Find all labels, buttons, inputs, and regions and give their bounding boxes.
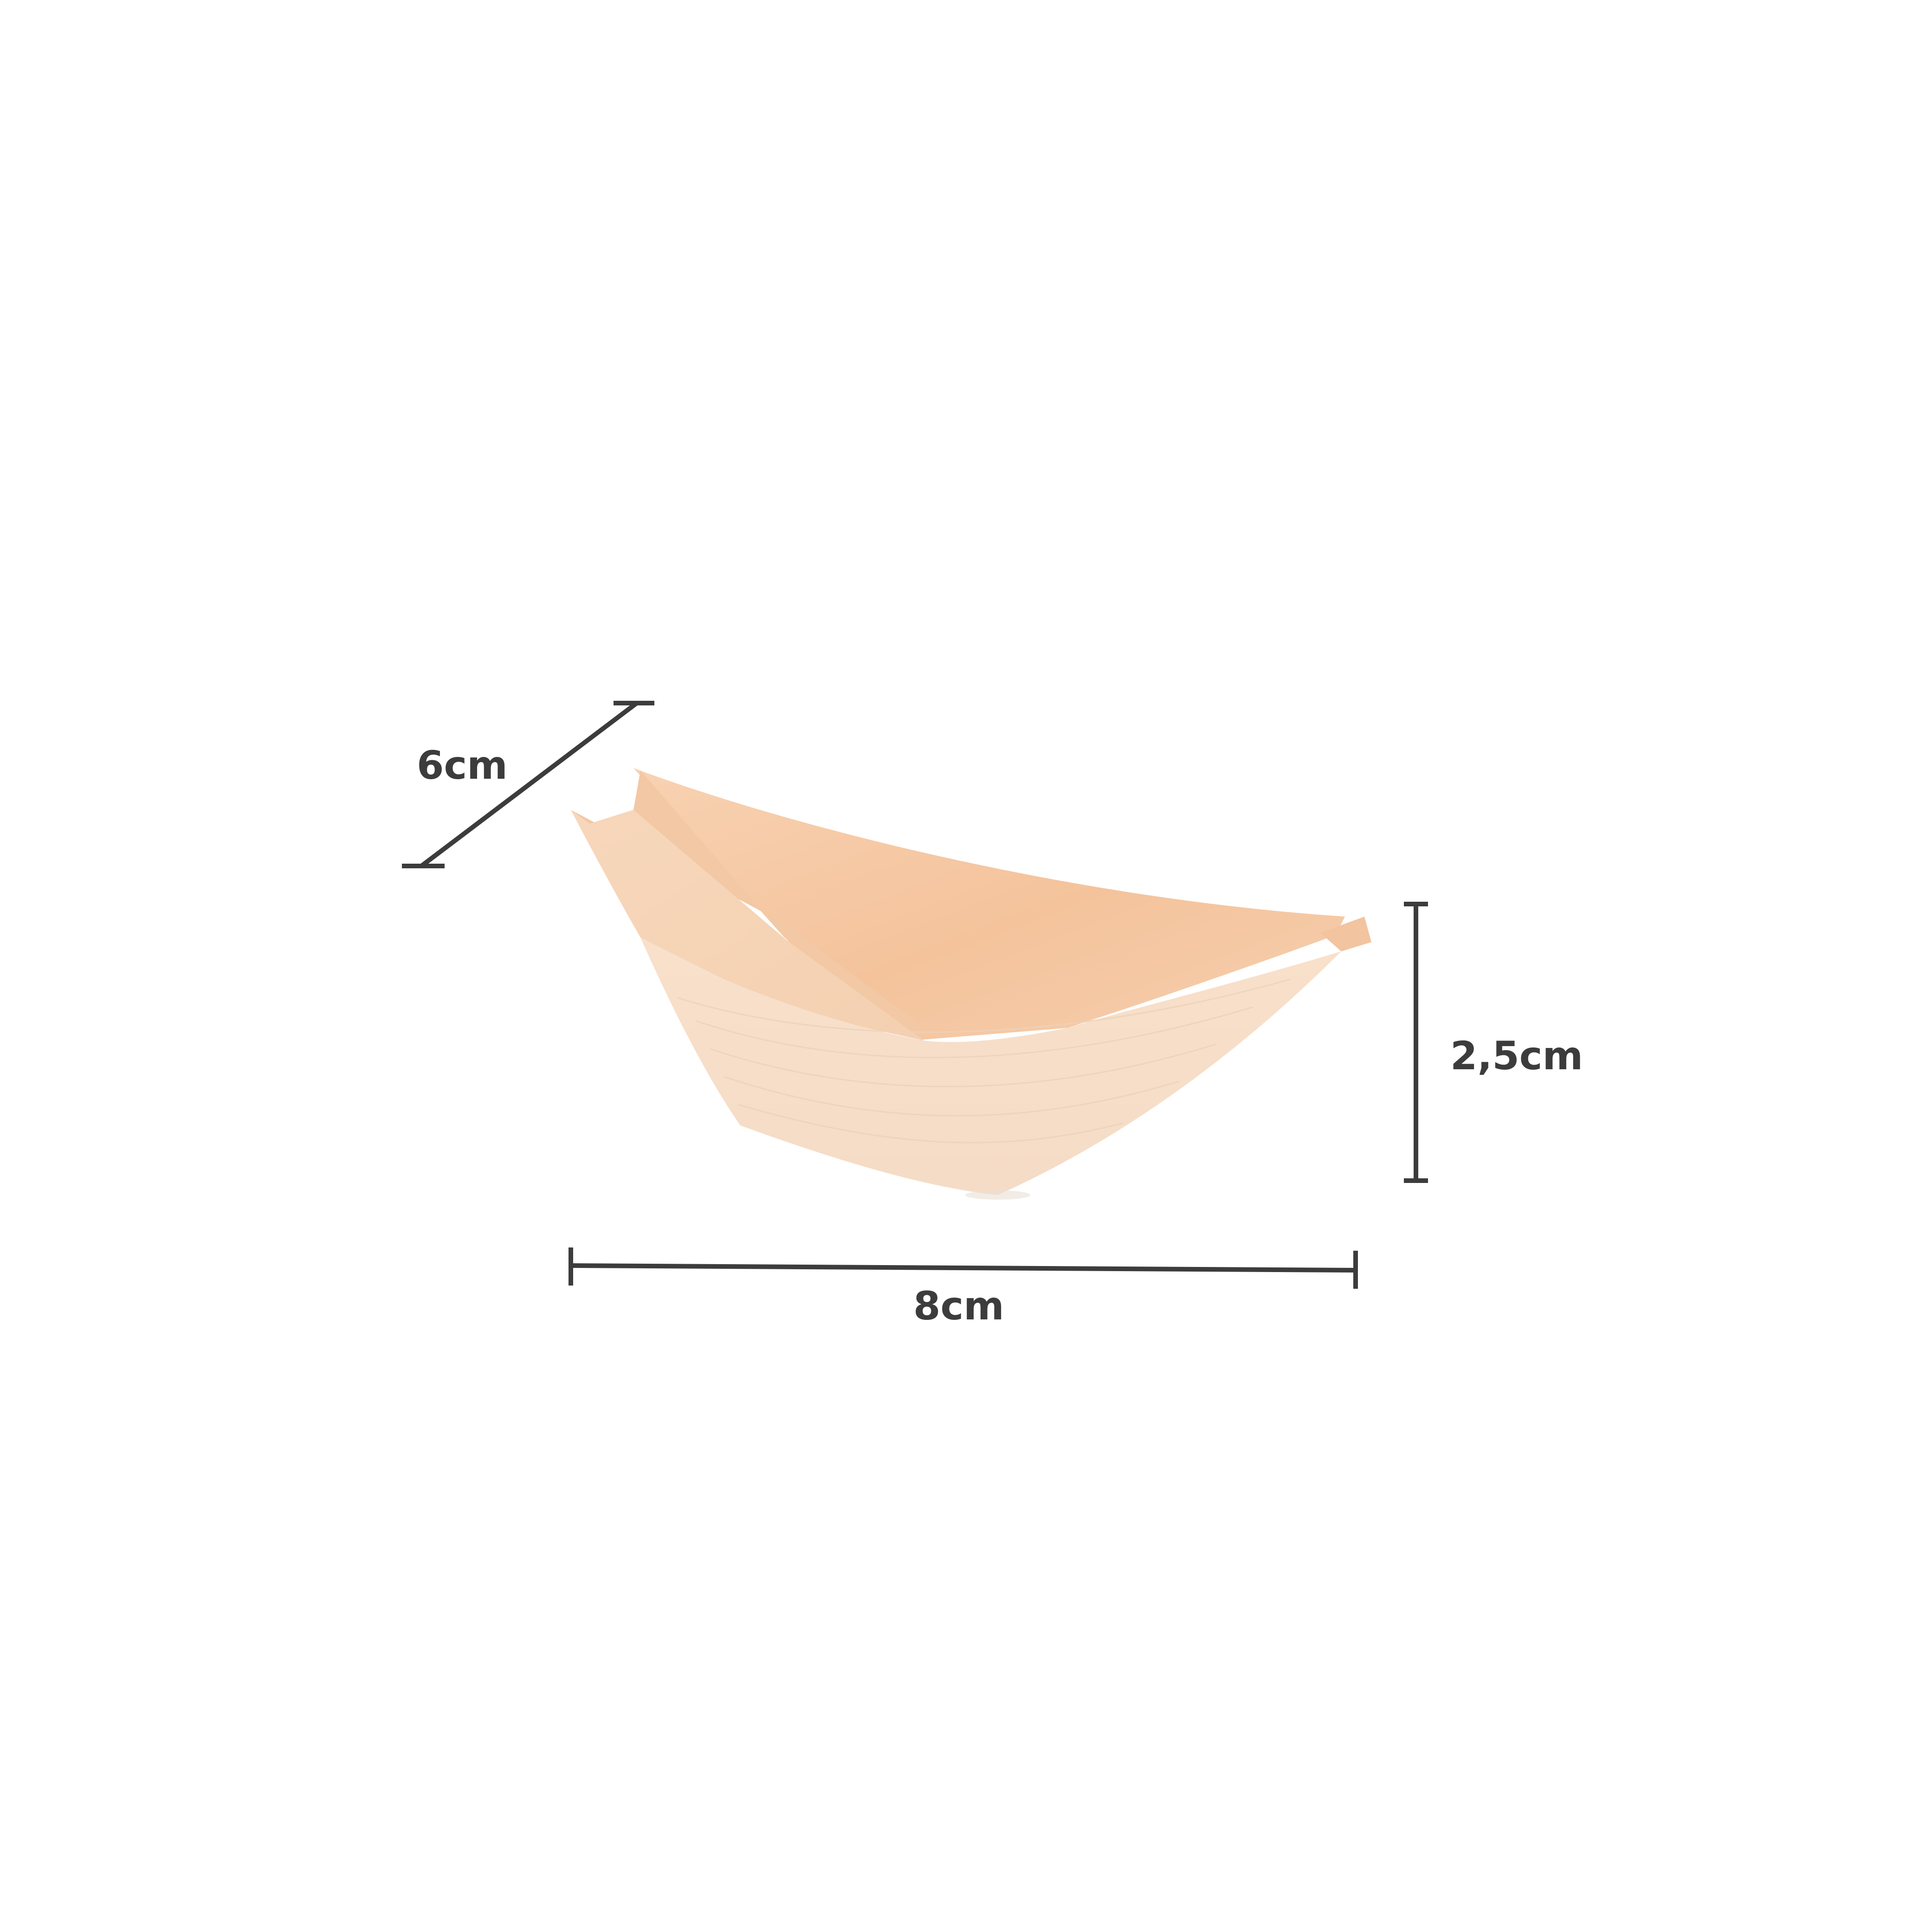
depth-dimension-line bbox=[402, 701, 654, 868]
width-dimension-line bbox=[569, 1247, 1358, 1289]
bowl-right-flap bbox=[1320, 917, 1371, 951]
height-dimension-line bbox=[1404, 902, 1428, 1183]
bowl-back-wall bbox=[633, 768, 1345, 1040]
height-label: 2,5cm bbox=[1450, 1033, 1583, 1079]
width-label: 8cm bbox=[913, 1283, 1004, 1329]
depth-label: 6cm bbox=[417, 743, 508, 788]
bowl-shadow bbox=[965, 1190, 1030, 1200]
wooden-boat-bowl-image bbox=[571, 768, 1371, 1200]
wood-grain bbox=[677, 978, 1291, 1144]
bowl-left-wall bbox=[571, 810, 924, 1040]
bowl-front-wall bbox=[640, 937, 1341, 1195]
